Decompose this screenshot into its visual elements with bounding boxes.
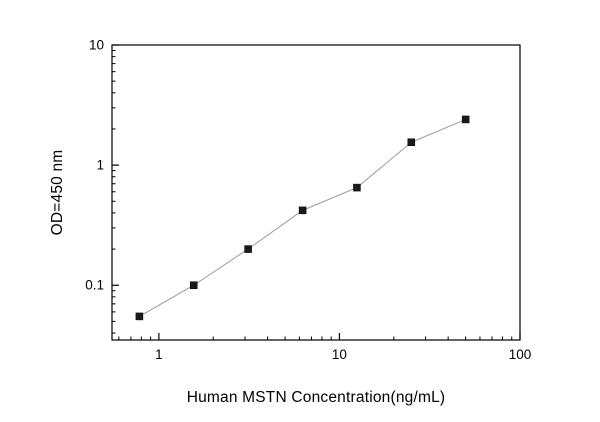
data-point: [461, 115, 470, 124]
axis-layer: 1 10 100 0.1 1 10: [85, 38, 531, 363]
plot-frame: [111, 44, 521, 341]
x-tick-label: 1: [155, 347, 163, 362]
x-tick-label: 100: [509, 347, 532, 362]
y-tick-label: 0.1: [85, 278, 104, 293]
data-point: [407, 138, 416, 147]
y-tick-label: 1: [96, 158, 104, 173]
data-point: [244, 245, 252, 253]
x-tick-label: 10: [332, 347, 347, 362]
series-line: [139, 118, 466, 317]
series-layer: [135, 115, 470, 321]
data-point: [135, 312, 144, 321]
data-point: [190, 281, 198, 289]
y-tick-label: 10: [89, 38, 104, 53]
x-axis-title: Human MSTN Concentration(ng/mL): [187, 389, 446, 406]
data-point: [353, 183, 361, 192]
data-point: [298, 206, 307, 215]
y-axis-title: OD=450 nm: [49, 150, 66, 236]
